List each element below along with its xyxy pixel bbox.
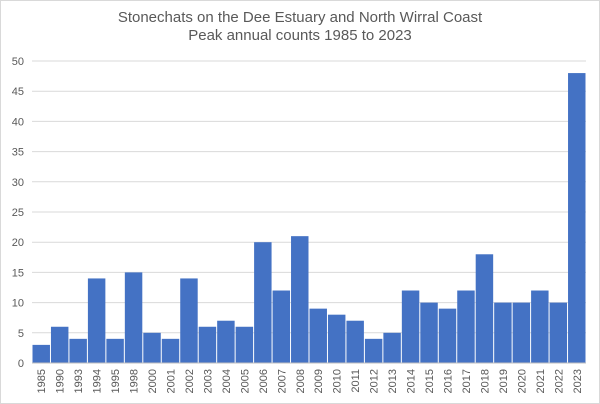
- bar: [364, 338, 383, 363]
- bar: [438, 308, 457, 363]
- bar: [161, 338, 180, 363]
- bar: [420, 302, 438, 363]
- y-tick-label: 40: [12, 116, 24, 128]
- bar: [32, 344, 50, 363]
- x-tick-label: 2001: [166, 369, 178, 393]
- bar: [346, 320, 364, 363]
- x-tick-label: 2018: [479, 369, 491, 393]
- bar: [50, 326, 69, 363]
- x-tick-label: 2017: [461, 369, 473, 393]
- bar: [87, 278, 106, 363]
- x-tick-label: 2015: [424, 369, 436, 393]
- bar: [254, 242, 272, 363]
- bar: [383, 332, 401, 363]
- y-tick-label: 30: [12, 177, 24, 189]
- x-tick-label: 2008: [295, 369, 307, 393]
- bar: [106, 338, 124, 363]
- y-tick-label: 35: [12, 147, 24, 159]
- x-tick-label: 2000: [147, 369, 159, 393]
- x-tick-label: 2007: [276, 369, 288, 393]
- x-tick-label: 1995: [110, 369, 122, 393]
- bar: [401, 290, 420, 363]
- bar: [457, 290, 475, 363]
- x-tick-label: 1990: [55, 369, 67, 393]
- x-tick-label: 2003: [202, 369, 214, 393]
- x-tick-label: 1993: [73, 369, 85, 393]
- bar: [327, 314, 346, 363]
- bar: [568, 73, 586, 363]
- bar: [291, 236, 309, 363]
- x-tick-label: 2019: [498, 369, 510, 393]
- x-tick-label: 2010: [332, 369, 344, 393]
- bar: [531, 290, 549, 363]
- bar: [217, 320, 235, 363]
- bar: [180, 278, 198, 363]
- chart-subtitle: Peak annual counts 1985 to 2023: [188, 27, 412, 44]
- y-tick-label: 25: [12, 207, 24, 219]
- y-tick-label: 0: [18, 358, 24, 370]
- bar: [512, 302, 531, 363]
- x-tick-label: 2013: [387, 369, 399, 393]
- x-tick-label: 2012: [369, 369, 381, 393]
- bar: [143, 332, 161, 363]
- x-tick-label: 2023: [572, 369, 584, 393]
- y-tick-label: 10: [12, 298, 24, 310]
- bar: [475, 254, 494, 363]
- y-tick-label: 45: [12, 86, 24, 98]
- bar: [309, 308, 327, 363]
- x-tick-label: 2014: [406, 369, 418, 393]
- y-tick-label: 15: [12, 267, 24, 279]
- x-tick-label: 2022: [553, 369, 565, 393]
- bar: [494, 302, 512, 363]
- y-tick-label: 5: [18, 328, 24, 340]
- x-tick-label: 1994: [92, 369, 104, 393]
- bar: [235, 326, 254, 363]
- bar: [69, 338, 87, 363]
- bar: [198, 326, 217, 363]
- x-tick-label: 2005: [239, 369, 251, 393]
- chart-title: Stonechats on the Dee Estuary and North …: [117, 9, 483, 26]
- x-tick-label: 2016: [443, 369, 455, 393]
- y-tick-label: 20: [12, 237, 24, 249]
- x-tick-label: 2021: [535, 369, 547, 393]
- x-tick-label: 1998: [129, 369, 141, 393]
- bar: [272, 290, 291, 363]
- x-tick-label: 2006: [258, 369, 270, 393]
- bar: [549, 302, 568, 363]
- x-tick-label: 2011: [350, 369, 362, 393]
- x-tick-label: 1985: [36, 369, 48, 393]
- x-tick-label: 2020: [516, 369, 528, 393]
- bar: [124, 272, 143, 363]
- x-tick-label: 2002: [184, 369, 196, 393]
- y-tick-label: 50: [12, 56, 24, 68]
- x-tick-label: 2004: [221, 369, 233, 393]
- x-tick-label: 2009: [313, 369, 325, 393]
